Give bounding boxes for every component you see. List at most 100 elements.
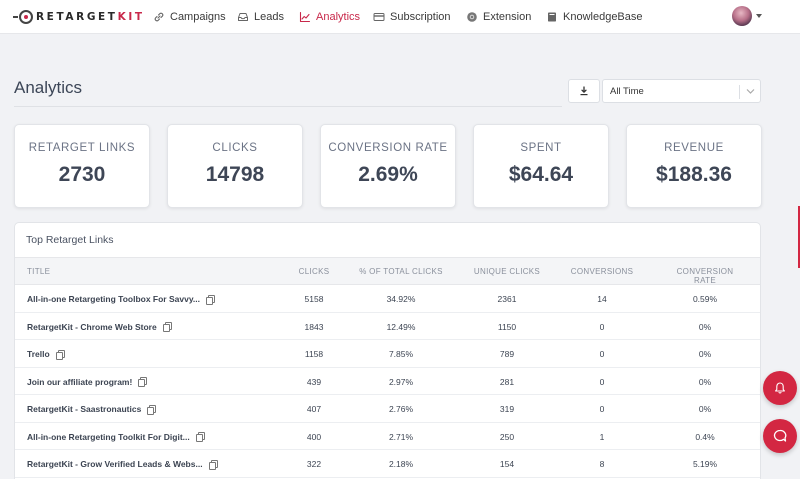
stat-card-clicks: CLICKS 14798 [167, 124, 303, 208]
card-icon [373, 13, 385, 21]
row-unique-clicks: 1150 [497, 321, 517, 332]
copy-icon[interactable] [162, 322, 172, 332]
stat-value: 2.69% [358, 163, 418, 186]
row-title[interactable]: RetargetKit - Chrome Web Store [27, 321, 157, 332]
row-conversions: 8 [599, 459, 605, 469]
date-range-select[interactable]: All Time [602, 79, 761, 103]
chart-icon [299, 11, 311, 23]
row-clicks: 5158 [304, 294, 324, 304]
column-header-title[interactable]: TITLE [27, 267, 51, 276]
table-row[interactable]: RetargetKit - Grow Verified Leads & Webs… [15, 450, 760, 478]
panel-title: Top Retarget Links [26, 234, 114, 246]
row-title-cell[interactable]: All-in-one Retargeting Toolkit For Digit… [27, 432, 205, 442]
nav-knowledgebase[interactable]: KnowledgeBase [546, 9, 643, 25]
stat-label: RETARGET LINKS [28, 142, 136, 154]
row-percent-total: 7.85% [388, 349, 414, 359]
book-icon [548, 12, 556, 22]
table-row[interactable]: RetargetKit - Chrome Web Store 1843 12.4… [15, 313, 760, 340]
target-logo-icon [19, 10, 33, 24]
stat-label: CLICKS [212, 142, 258, 154]
chevron-down-icon [746, 89, 755, 94]
bell-icon [775, 382, 785, 394]
row-unique-clicks: 319 [499, 404, 515, 414]
column-header-conversions[interactable]: CONVERSIONS [570, 267, 634, 276]
row-title-cell[interactable]: Trello [27, 349, 65, 360]
nav-leads[interactable]: Leads [237, 9, 284, 25]
row-title-cell[interactable]: All-in-one Retargeting Toolbox For Savvy… [27, 294, 216, 305]
row-percent-total: 2.18% [388, 459, 414, 469]
stat-value: 14798 [205, 163, 265, 186]
row-clicks: 400 [306, 431, 322, 442]
link-icon [154, 12, 164, 22]
row-conversions: 0 [599, 321, 605, 332]
stat-value: 2730 [58, 163, 106, 186]
stat-card-spent: SPENT $64.64 [473, 124, 609, 208]
retargetkit-logo[interactable]: RETARGETKIT [13, 7, 145, 27]
stat-label: CONVERSION RATE [328, 142, 448, 154]
row-title[interactable]: RetargetKit - Saastronautics [27, 404, 142, 414]
row-title-cell[interactable]: RetargetKit - Grow Verified Leads & Webs… [27, 459, 218, 470]
row-title[interactable]: All-in-one Retargeting Toolkit For Digit… [27, 431, 190, 442]
copy-icon[interactable] [195, 432, 205, 442]
copy-icon[interactable] [206, 294, 216, 305]
table-row[interactable]: Join our affiliate program! 439 2.97% 28… [15, 368, 760, 395]
nav-subscription-label: Subscription [390, 11, 451, 23]
logo-text: RETARGETKIT [36, 11, 145, 23]
nav-extension[interactable]: Extension [466, 9, 531, 25]
table-row[interactable]: Trello 1158 7.85% 789 0 0% [15, 340, 760, 368]
copy-icon[interactable] [147, 404, 157, 415]
row-conversion-rate: 0% [698, 404, 712, 414]
table-row[interactable]: All-in-one Retargeting Toolbox For Savvy… [15, 285, 760, 313]
column-header-conversion-rate[interactable]: CONVERSION RATE [676, 267, 734, 285]
user-menu[interactable] [732, 6, 762, 26]
column-header-percent-total[interactable]: % OF TOTAL CLICKS [359, 267, 443, 276]
download-button[interactable] [568, 79, 600, 103]
stat-card-retarget-links: RETARGET LINKS 2730 [14, 124, 150, 208]
copy-icon[interactable] [138, 377, 148, 387]
copy-icon[interactable] [55, 349, 65, 360]
chat-button[interactable] [763, 419, 797, 453]
column-header-unique-clicks[interactable]: UNIQUE CLICKS [473, 267, 541, 276]
chat-bubble-icon [773, 429, 787, 442]
row-title[interactable]: All-in-one Retargeting Toolbox For Savvy… [27, 294, 201, 304]
row-conversions: 0 [599, 404, 605, 414]
edge-accent [798, 206, 800, 268]
stat-value: $188.36 [656, 163, 732, 186]
header-divider [14, 106, 562, 107]
nav-analytics[interactable]: Analytics [299, 9, 360, 25]
column-header-clicks[interactable]: CLICKS [298, 267, 330, 276]
table-row[interactable]: All-in-one Retargeting Toolkit For Digit… [15, 423, 760, 450]
row-title-cell[interactable]: Join our affiliate program! [27, 376, 148, 387]
caret-down-icon [756, 14, 762, 18]
row-unique-clicks: 281 [499, 376, 515, 387]
nav-leads-label: Leads [254, 11, 284, 23]
stat-card-revenue: REVENUE $188.36 [626, 124, 762, 208]
copy-icon[interactable] [208, 459, 218, 470]
stat-label: REVENUE [664, 142, 724, 154]
table-row[interactable]: RetargetKit - Saastronautics 407 2.76% 3… [15, 395, 760, 423]
row-title[interactable]: Trello [27, 349, 50, 359]
download-icon [580, 86, 588, 96]
row-title-cell[interactable]: RetargetKit - Chrome Web Store [27, 322, 172, 332]
row-title[interactable]: RetargetKit - Grow Verified Leads & Webs… [27, 459, 203, 469]
notifications-button[interactable] [763, 371, 797, 405]
row-conversions: 14 [597, 294, 607, 304]
top-links-panel: Top Retarget Links TITLE CLICKS % OF TOT… [14, 222, 761, 479]
row-conversion-rate: 0% [698, 321, 712, 332]
nav-subscription[interactable]: Subscription [373, 9, 451, 25]
row-conversion-rate: 0.4% [695, 431, 715, 442]
row-clicks: 1843 [304, 321, 324, 332]
select-separator [739, 85, 740, 99]
chrome-icon [467, 12, 477, 22]
row-title[interactable]: Join our affiliate program! [27, 376, 133, 387]
row-title-cell[interactable]: RetargetKit - Saastronautics [27, 404, 157, 415]
row-clicks: 439 [306, 376, 322, 387]
nav-campaigns[interactable]: Campaigns [153, 9, 226, 25]
table-header: TITLE CLICKS % OF TOTAL CLICKS UNIQUE CL… [15, 257, 760, 285]
nav-campaigns-label: Campaigns [170, 11, 226, 23]
row-percent-total: 2.97% [388, 376, 414, 387]
top-nav: RETARGETKIT Campaigns Leads Analytics Su… [0, 0, 800, 34]
row-percent-total: 2.76% [388, 404, 414, 414]
stat-value: $64.64 [508, 163, 574, 186]
logo-dash [13, 16, 18, 18]
